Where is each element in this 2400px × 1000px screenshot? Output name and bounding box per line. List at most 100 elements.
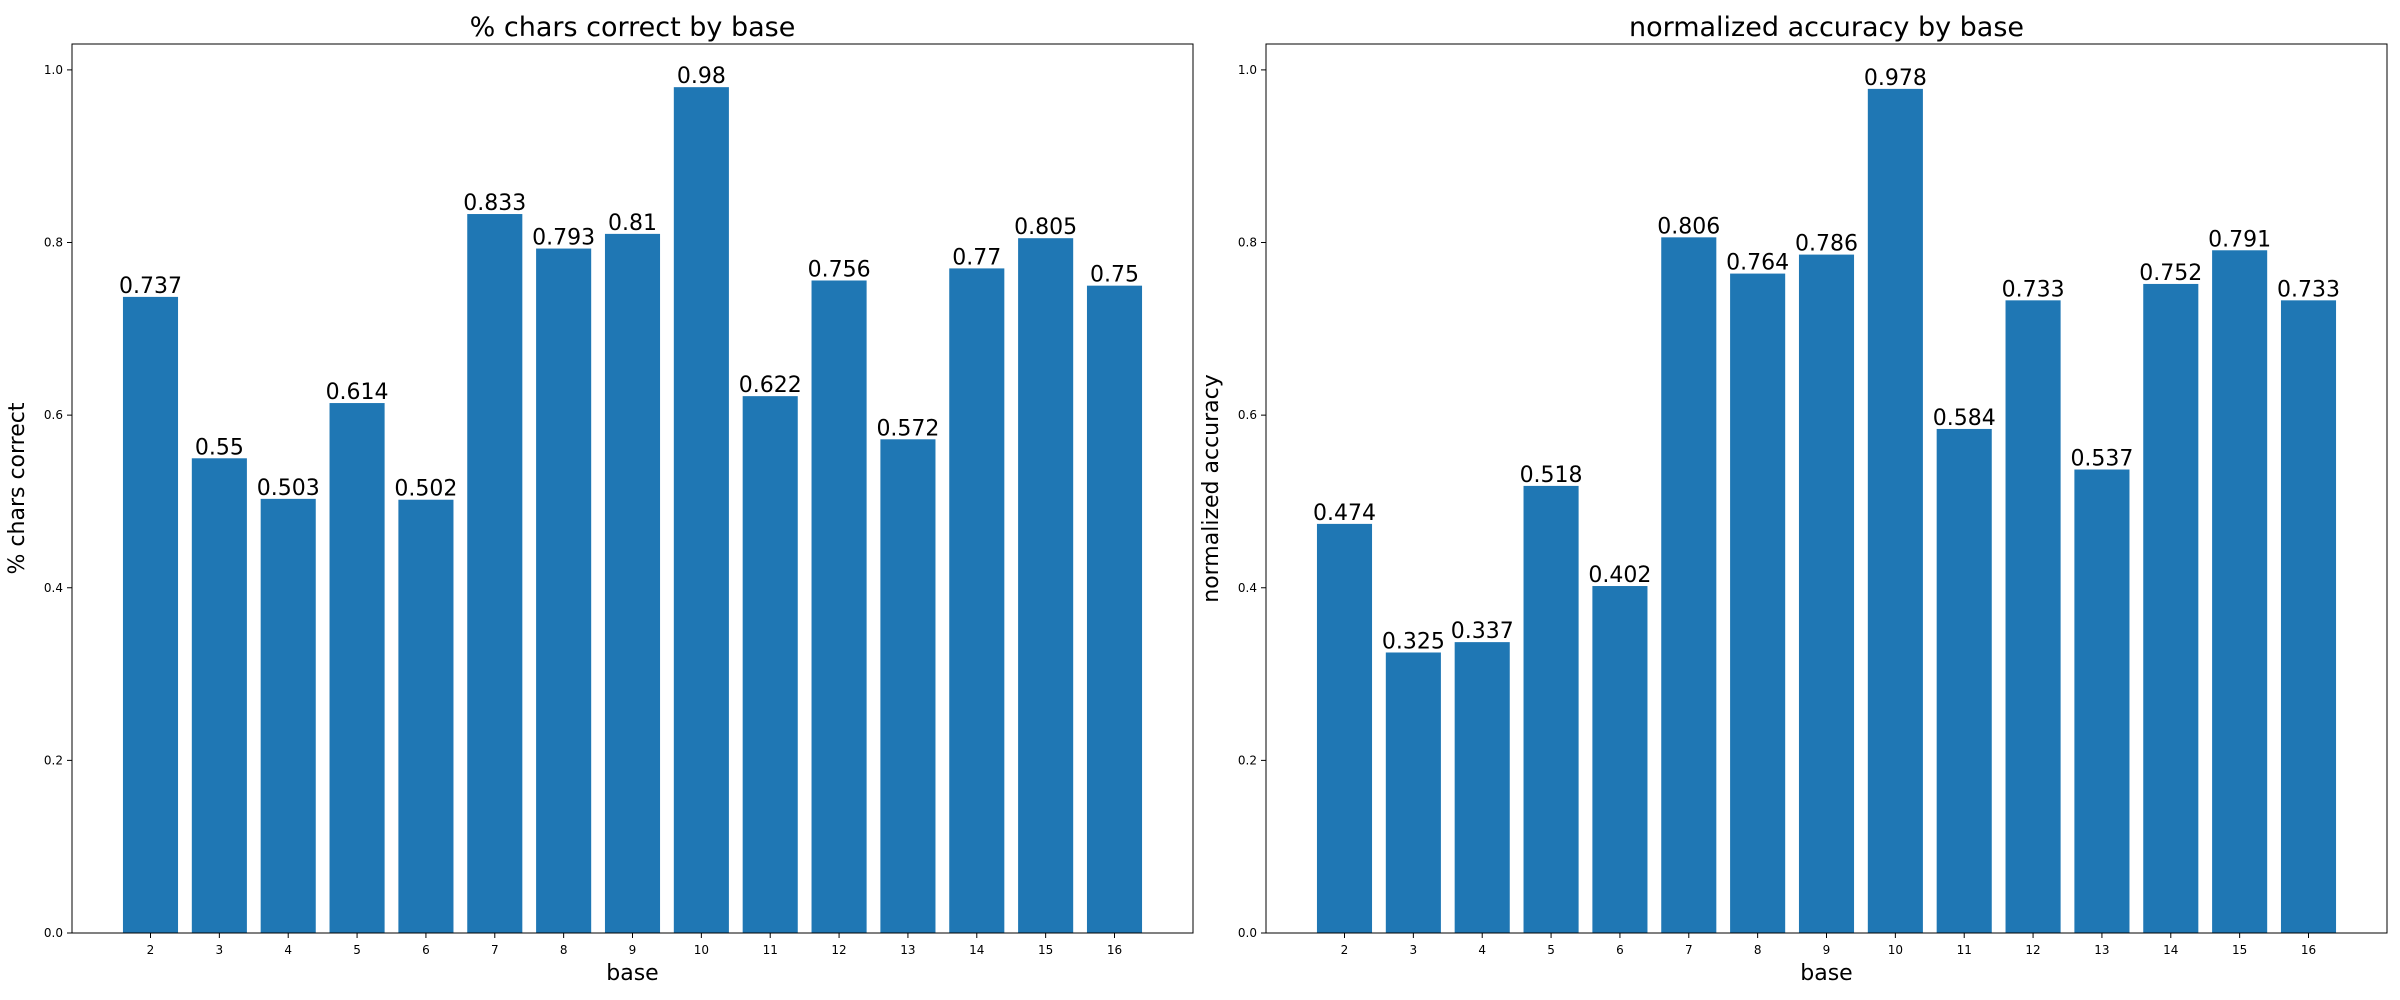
chart-2-data-label-3: 0.325 (1382, 629, 1445, 654)
chart-2-y-axis-label: normalized accuracy (1199, 374, 1224, 603)
chart-1-data-label-6: 0.502 (394, 477, 457, 502)
chart-2-bar-16 (2280, 300, 2337, 933)
chart-1-xtick-label-11: 11 (763, 943, 778, 957)
chart-1-data-label-10: 0.98 (677, 64, 726, 89)
chart-2-data-label-15: 0.791 (2208, 227, 2271, 252)
chart-2-ytick-label-0.0: 0.0 (1238, 926, 1257, 940)
chart-2-bar-8 (1730, 273, 1786, 933)
chart-1-ytick-label-0.4: 0.4 (44, 581, 63, 595)
chart-2-ytick-label-0.4: 0.4 (1238, 581, 1257, 595)
chart-1-ytick-label-0.6: 0.6 (44, 408, 63, 422)
chart-2-bar-12 (2005, 300, 2061, 933)
chart-2-xtick-label-7: 7 (1685, 943, 1693, 957)
chart-2-xtick-label-12: 12 (2025, 943, 2040, 957)
chart-1-xtick-label-9: 9 (629, 943, 637, 957)
chart-2-xtick-label-4: 4 (1478, 943, 1486, 957)
chart-1-data-label-4: 0.503 (257, 476, 320, 501)
chart-1-x-axis-label: base (606, 961, 658, 986)
chart-2-xtick-label-9: 9 (1823, 943, 1831, 957)
chart-2-xtick-label-3: 3 (1410, 943, 1418, 957)
chart-2-data-label-11: 0.584 (1933, 406, 1996, 431)
chart-1-data-label-3: 0.55 (195, 435, 244, 460)
chart-2-xtick-label-2: 2 (1341, 943, 1349, 957)
chart-2-data-label-8: 0.764 (1726, 251, 1789, 276)
chart-2-data-label-7: 0.806 (1657, 214, 1720, 239)
chart-1-xtick-label-3: 3 (216, 943, 224, 957)
chart-1-bar-16 (1086, 285, 1143, 933)
chart-1-bar-7 (467, 214, 523, 933)
chart-1-title: % chars correct by base (470, 12, 796, 43)
chart-1-data-label-7: 0.833 (463, 191, 526, 216)
chart-1-bar-6 (398, 499, 454, 933)
chart-2-ytick-label-0.8: 0.8 (1238, 236, 1257, 250)
chart-2-bar-15 (2212, 250, 2268, 933)
chart-2-data-label-5: 0.518 (1520, 463, 1583, 488)
chart-1-xtick-label-15: 15 (1038, 943, 1053, 957)
chart-2-bar-10 (1867, 88, 1923, 934)
chart-1-data-label-13: 0.572 (876, 416, 939, 441)
chart-2-ytick-label-0.2: 0.2 (1238, 753, 1257, 767)
chart-1-bar-3 (191, 458, 247, 933)
chart-2-bar-14 (2143, 283, 2199, 933)
chart-2-x-axis-label: base (1800, 961, 1852, 986)
chart-2-xtick-label-11: 11 (1957, 943, 1972, 957)
chart-1-xtick-label-16: 16 (1107, 943, 1122, 957)
chart-1-bar-9 (604, 233, 661, 934)
chart-2-xtick-label-13: 13 (2094, 943, 2109, 957)
chart-1-data-label-8: 0.793 (532, 226, 595, 251)
chart-1-xtick-label-12: 12 (831, 943, 846, 957)
chart-1-y-axis-label: % chars correct (5, 402, 30, 574)
chart-2-bar-5 (1523, 485, 1579, 933)
chart-1-ytick-label-1.0: 1.0 (44, 63, 63, 77)
chart-2-xtick-label-5: 5 (1547, 943, 1555, 957)
chart-2-xtick-label-15: 15 (2232, 943, 2247, 957)
chart-1-bar-11 (742, 396, 798, 933)
chart-2-ytick-label-1.0: 1.0 (1238, 63, 1257, 77)
chart-2-data-label-16: 0.733 (2277, 277, 2340, 302)
chart-1-ytick-label-0.8: 0.8 (44, 236, 63, 250)
chart-1-data-label-16: 0.75 (1090, 263, 1139, 288)
chart-1-xtick-label-6: 6 (422, 943, 430, 957)
chart-2-bar-7 (1661, 237, 1717, 933)
chart-1-data-label-5: 0.614 (326, 380, 389, 405)
chart-1-bar-12 (811, 280, 867, 933)
chart-1-xtick-label-14: 14 (969, 943, 984, 957)
chart-1: 0.7370.550.5030.6140.5020.8330.7930.810.… (5, 12, 1194, 986)
chart-2-xtick-label-10: 10 (1888, 943, 1903, 957)
chart-1-bar-10 (673, 87, 729, 934)
chart-2-data-label-6: 0.402 (1588, 563, 1651, 588)
chart-2-bar-11 (1936, 428, 1992, 933)
chart-1-data-label-2: 0.737 (119, 274, 182, 299)
chart-1-xtick-label-2: 2 (147, 943, 155, 957)
chart-1-data-label-11: 0.622 (739, 373, 802, 398)
chart-1-xtick-label-5: 5 (353, 943, 361, 957)
chart-2-xtick-label-14: 14 (2163, 943, 2178, 957)
chart-2-data-label-12: 0.733 (2002, 277, 2065, 302)
chart-1-data-label-9: 0.81 (608, 211, 657, 236)
chart-2-ytick-label-0.6: 0.6 (1238, 408, 1257, 422)
chart-1-bar-13 (880, 439, 936, 933)
chart-1-xtick-label-4: 4 (284, 943, 292, 957)
chart-1-xtick-label-13: 13 (900, 943, 915, 957)
chart-2-data-label-13: 0.537 (2070, 447, 2133, 472)
chart-2-xtick-label-6: 6 (1616, 943, 1624, 957)
chart-2-xtick-label-8: 8 (1754, 943, 1762, 957)
chart-2-bar-4 (1454, 642, 1510, 933)
chart-2-data-label-9: 0.786 (1795, 232, 1858, 257)
chart-1-bar-2 (122, 296, 179, 934)
chart-1-data-label-14: 0.77 (952, 245, 1001, 270)
chart-1-bar-4 (260, 498, 316, 933)
chart-1-xtick-label-7: 7 (491, 943, 499, 957)
chart-1-ytick-label-0.2: 0.2 (44, 753, 63, 767)
chart-2-bar-3 (1385, 652, 1441, 933)
chart-2-bar-9 (1798, 254, 1855, 934)
chart-1-xtick-label-10: 10 (694, 943, 709, 957)
chart-1-ytick-label-0.0: 0.0 (44, 926, 63, 940)
chart-1-xtick-label-8: 8 (560, 943, 568, 957)
chart-1-data-label-12: 0.756 (808, 257, 871, 282)
chart-1-bar-8 (536, 248, 592, 934)
chart-2-bar-13 (2074, 469, 2130, 933)
chart-1-data-label-15: 0.805 (1014, 215, 1077, 240)
chart-2-data-label-2: 0.474 (1313, 501, 1376, 526)
